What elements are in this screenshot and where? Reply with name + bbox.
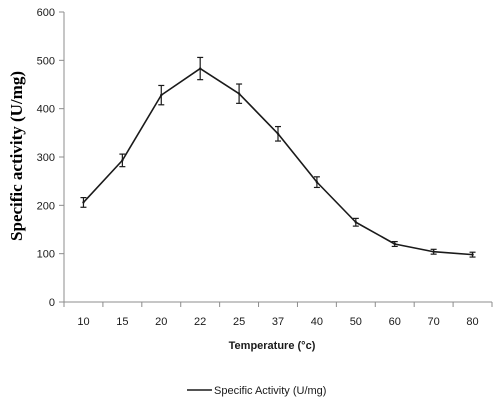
x-tick-label: 80 xyxy=(466,316,478,328)
x-tick-label: 37 xyxy=(272,316,284,328)
data-point xyxy=(160,93,163,97)
x-tick-label: 22 xyxy=(194,316,206,328)
data-point xyxy=(354,221,358,224)
data-point xyxy=(198,67,202,70)
y-axis: 0 100 200 300 400 500 600 xyxy=(37,7,65,309)
data-point xyxy=(82,201,85,204)
legend: Specific Activity (U/mg) xyxy=(187,385,326,397)
data-point xyxy=(315,180,319,184)
x-tick-label: 25 xyxy=(233,316,245,328)
y-tick-label: 200 xyxy=(37,200,55,212)
series-line xyxy=(82,67,473,256)
x-tick-label: 70 xyxy=(428,316,440,328)
x-tick-label: 10 xyxy=(77,316,89,328)
x-tick-label: 40 xyxy=(311,316,323,328)
x-tick-label: 15 xyxy=(116,316,128,328)
data-point xyxy=(121,159,124,162)
y-axis-title: Specific activity (U/mg) xyxy=(7,71,26,241)
y-tick-label: 600 xyxy=(37,7,55,19)
y-tick-label: 500 xyxy=(37,55,55,67)
y-tick-label: 100 xyxy=(37,249,55,261)
y-tick-label: 300 xyxy=(37,152,55,164)
data-point xyxy=(393,242,396,246)
series-group xyxy=(80,56,476,258)
x-tick-label: 60 xyxy=(389,316,401,328)
legend-label: Specific Activity (U/mg) xyxy=(214,385,326,397)
data-point xyxy=(276,132,280,135)
x-axis-title: Temperature (°c) xyxy=(229,340,316,352)
data-point xyxy=(471,253,474,256)
data-point xyxy=(237,92,241,95)
data-point xyxy=(432,250,435,253)
y-tick-label: 0 xyxy=(49,297,55,309)
x-tick-label: 50 xyxy=(350,316,362,328)
x-tick-label: 20 xyxy=(155,316,167,328)
x-axis: 10 15 20 22 25 37 40 50 60 70 80 xyxy=(63,301,493,328)
y-tick-label: 400 xyxy=(37,104,55,116)
